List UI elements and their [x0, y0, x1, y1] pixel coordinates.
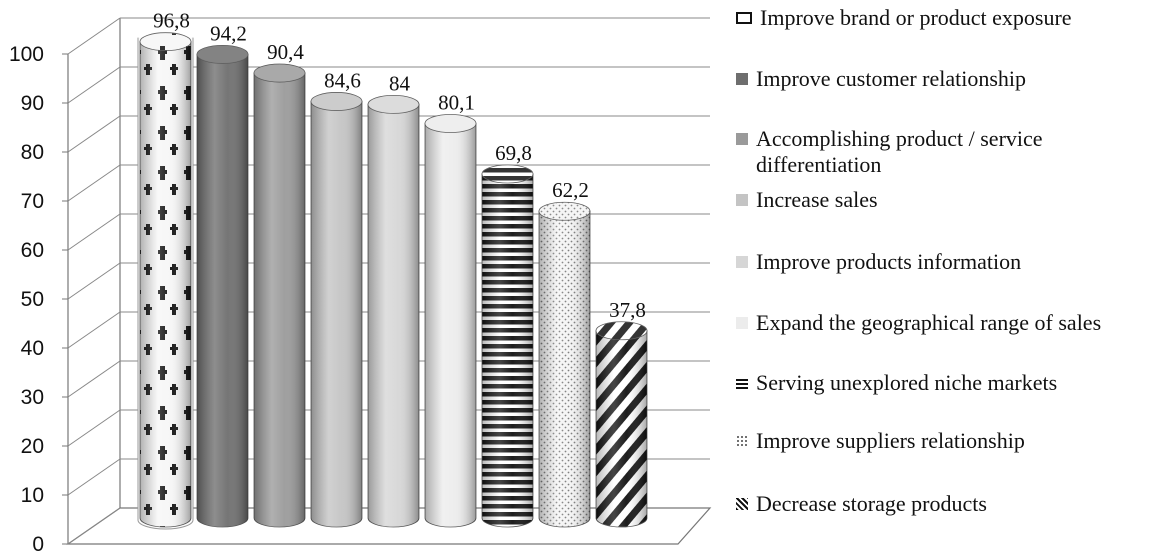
bar-4: [310, 92, 363, 528]
bar-5-shading: [368, 104, 419, 528]
pale-square-icon: [736, 317, 748, 329]
data-label-9: 37,8: [609, 298, 646, 322]
legend-item-6: Expand the geographical range of sales: [736, 310, 1154, 336]
y-tick-label: 10: [21, 484, 44, 507]
y-tick-label: 60: [21, 239, 44, 262]
legend-label-3: Accomplishing product / service differen…: [756, 126, 1043, 177]
legend-item-8: Improve suppliers relationship: [736, 428, 1154, 454]
bar-8-top: [538, 201, 591, 221]
bar-9-top: [595, 321, 648, 341]
legend-item-1: Improve brand or product exposure: [736, 5, 1154, 31]
legend-item-4: Increase sales: [736, 187, 1154, 213]
legend-label-2: Improve customer relationship: [756, 66, 1027, 91]
gridline-side: [67, 360, 121, 398]
gridline-side: [67, 262, 121, 300]
gridline-side: [67, 115, 121, 153]
bar-7-top: [481, 164, 534, 184]
lighter-gray-square-icon: [736, 256, 748, 268]
bar-6-top: [424, 114, 477, 133]
bar-5: [367, 95, 420, 528]
gridline-side: [67, 311, 121, 349]
bar-2-shading: [197, 54, 248, 528]
bar-3-top: [253, 63, 306, 83]
gridline-side: [67, 17, 121, 55]
legend-item-5: Improve products information: [736, 249, 1154, 275]
data-label-8: 62,2: [552, 178, 589, 202]
bar-9-shading: [596, 330, 647, 527]
bar-3-top-highlight: [254, 64, 305, 83]
bar-1-top-highlight: [140, 32, 191, 51]
diagonal-stripe-icon: [736, 498, 748, 510]
data-label-6: 80,1: [438, 91, 475, 115]
legend-item-2: Improve customer relationship: [736, 66, 1154, 92]
bars-group: [137, 32, 648, 530]
data-labels: 96,8 94,2 90,4 84,6 84 80,1 69,8 62,2 37,8: [153, 9, 646, 322]
legend-item-7: Serving unexplored niche markets: [736, 370, 1154, 396]
dotted-icon: [736, 435, 748, 447]
bar-4-top-highlight: [311, 92, 362, 111]
bar-2-top-highlight: [197, 45, 248, 64]
bar-8-shading: [539, 211, 590, 527]
bar-1-top: [139, 32, 192, 52]
legend-label-8: Improve suppliers relationship: [756, 428, 1025, 453]
y-tick-label: 20: [21, 435, 44, 458]
data-label-2: 94,2: [210, 21, 247, 45]
bar-1: [137, 32, 194, 530]
dark-gray-square-icon: [736, 73, 748, 85]
bar-4-shading: [311, 101, 362, 528]
y-tick-label: 90: [21, 92, 44, 115]
bar-6: [424, 114, 477, 528]
data-label-1: 96,8: [153, 9, 190, 33]
legend-label-6: Expand the geographical range of sales: [756, 310, 1102, 335]
y-axis: 0 10 20 30 40 50 60 70 80 90 100: [9, 43, 68, 552]
legend-item-3: Accomplishing product / service differen…: [736, 126, 1154, 178]
gridline-side: [67, 458, 121, 496]
bar-7: [481, 164, 534, 528]
y-tick-label: 50: [21, 288, 44, 311]
bar-7-shading: [482, 173, 533, 528]
gridline-side: [67, 66, 121, 104]
bar-7-top-highlight: [482, 164, 533, 183]
bar-6-top-highlight: [425, 114, 476, 133]
bar-6-shading: [425, 123, 476, 527]
y-tick-label: 0: [32, 533, 44, 552]
gridline-side: [67, 409, 121, 447]
gridline-side: [67, 213, 121, 251]
y-tick-label: 40: [21, 337, 44, 360]
gridline-side: [67, 164, 121, 202]
data-label-3: 90,4: [267, 40, 304, 64]
legend-label-7: Serving unexplored niche markets: [756, 370, 1058, 395]
y-tick-label: 70: [21, 190, 44, 213]
light-gray-square-icon: [736, 194, 748, 206]
legend-label-1: Improve brand or product exposure: [760, 5, 1072, 30]
bar-2: [196, 45, 249, 528]
legend-label-5: Improve products information: [756, 249, 1022, 274]
bar-9: [595, 321, 648, 528]
legend-label-4: Increase sales: [756, 187, 878, 212]
horizontal-stripe-icon: [736, 377, 748, 389]
y-tick-label: 80: [21, 141, 44, 164]
data-label-4: 84,6: [324, 68, 361, 92]
bar-1-shading: [140, 41, 191, 528]
bar-8-top-highlight: [539, 202, 590, 221]
data-label-5: 84: [389, 71, 411, 95]
bar-3: [253, 63, 306, 528]
y-tick-label: 100: [9, 43, 44, 66]
bar-8: [538, 201, 591, 528]
gridline-side: [67, 507, 121, 545]
y-tick-label: 30: [21, 386, 44, 409]
bar-5-top-highlight: [368, 95, 419, 114]
bar-4-top: [310, 92, 363, 111]
data-label-7: 69,8: [495, 141, 532, 165]
gray-square-icon: [736, 133, 748, 145]
bar-5-top: [367, 95, 420, 114]
pattern-bar-icon: [736, 12, 752, 24]
legend-label-9: Decrease storage products: [756, 491, 987, 516]
bar-2-top: [196, 45, 249, 64]
bar-9-top-highlight: [596, 321, 647, 340]
bar-3-shading: [254, 73, 305, 527]
legend-item-9: Decrease storage products: [736, 491, 1154, 517]
